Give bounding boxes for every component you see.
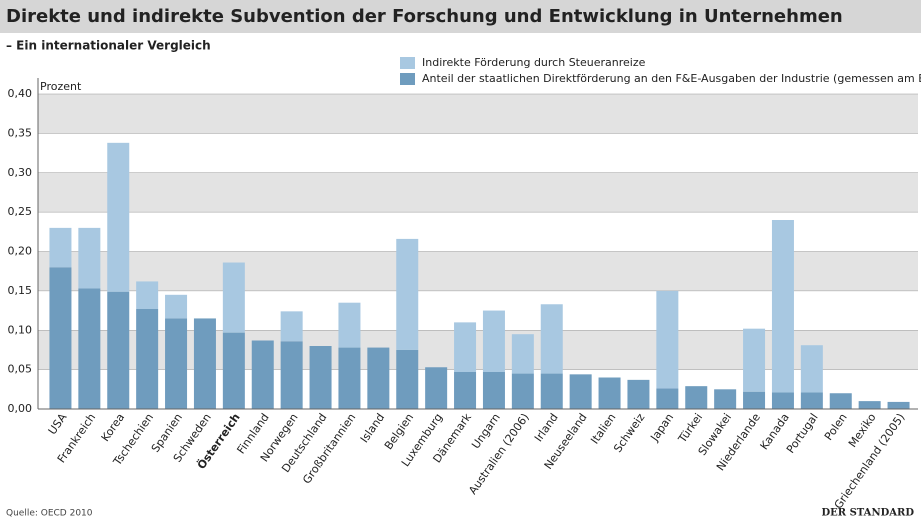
bar-segment: [396, 349, 419, 409]
y-tick-label: 0,40: [8, 87, 33, 100]
y-tick-label: 0,30: [8, 166, 33, 179]
bar-segment: [771, 392, 794, 409]
bar-segment: [309, 346, 332, 409]
y-tick-label: 0,20: [8, 245, 33, 258]
bar-segment: [222, 332, 245, 409]
y-tick-label: 0,15: [8, 284, 33, 297]
bar-segment: [511, 373, 534, 409]
bar-segment: [280, 311, 303, 342]
bar-segment: [338, 347, 361, 409]
bar-segment: [425, 367, 448, 409]
y-tick-label: 0,10: [8, 323, 33, 336]
bar-segment: [165, 318, 188, 409]
bar-segment: [829, 393, 852, 409]
bar-segment: [511, 334, 534, 374]
grid-band: [38, 94, 918, 134]
y-tick-label: 0,05: [8, 363, 33, 376]
bar-segment: [858, 401, 881, 409]
bar-segment: [367, 347, 390, 409]
bar-segment: [107, 291, 130, 409]
publisher: DER STANDARD: [821, 508, 914, 519]
y-tick-label: 0,25: [8, 205, 33, 218]
bar-segment: [685, 386, 708, 409]
chart-title: Direkte und indirekte Subvention der For…: [6, 6, 843, 27]
bar-segment: [482, 371, 505, 409]
bar-segment: [743, 391, 766, 409]
bar-segment: [743, 328, 766, 392]
title-band: [0, 0, 921, 33]
bar-segment: [771, 220, 794, 393]
bar-segment: [540, 373, 563, 409]
bar-segment: [540, 304, 563, 374]
grid-band: [38, 251, 918, 291]
bar-segment: [800, 392, 823, 409]
grid-band: [38, 172, 918, 213]
bar-segment: [396, 238, 419, 350]
bar-segment: [251, 340, 274, 409]
bar-segment: [136, 308, 159, 409]
bar-segment: [222, 262, 245, 333]
bar-segment: [714, 389, 737, 409]
subtitle: – Ein internationaler Vergleich: [6, 39, 211, 53]
y-axis-label: Prozent: [40, 80, 82, 93]
bar-segment: [78, 227, 101, 289]
bar-segment: [338, 302, 361, 348]
legend-label: Anteil der staatlichen Direktförderung a…: [422, 72, 921, 85]
y-tick-label: 0,35: [8, 126, 33, 139]
bar-segment: [482, 310, 505, 372]
bar-segment: [280, 341, 303, 409]
bar-segment: [627, 379, 650, 409]
bar-segment: [598, 377, 621, 409]
bar-segment: [454, 322, 477, 372]
bar-segment: [887, 401, 910, 409]
bar-segment: [136, 281, 159, 309]
legend-label: Indirekte Förderung durch Steueranreize: [422, 56, 646, 69]
bar-segment: [49, 267, 72, 409]
bar-segment: [107, 142, 130, 292]
source: Quelle: OECD 2010: [6, 509, 93, 519]
bar-segment: [193, 318, 216, 409]
bar-segment: [656, 290, 679, 389]
bar-segment: [49, 227, 72, 268]
bar-segment: [454, 371, 477, 409]
bar-segment: [165, 294, 188, 319]
legend-swatch: [400, 57, 415, 69]
bar-segment: [656, 388, 679, 409]
y-tick-label: 0,00: [8, 402, 33, 415]
bar-segment: [800, 345, 823, 393]
bar-segment: [78, 288, 101, 409]
bar-segment: [569, 374, 592, 409]
legend-swatch: [400, 73, 415, 85]
plot-top-band: [38, 78, 918, 94]
